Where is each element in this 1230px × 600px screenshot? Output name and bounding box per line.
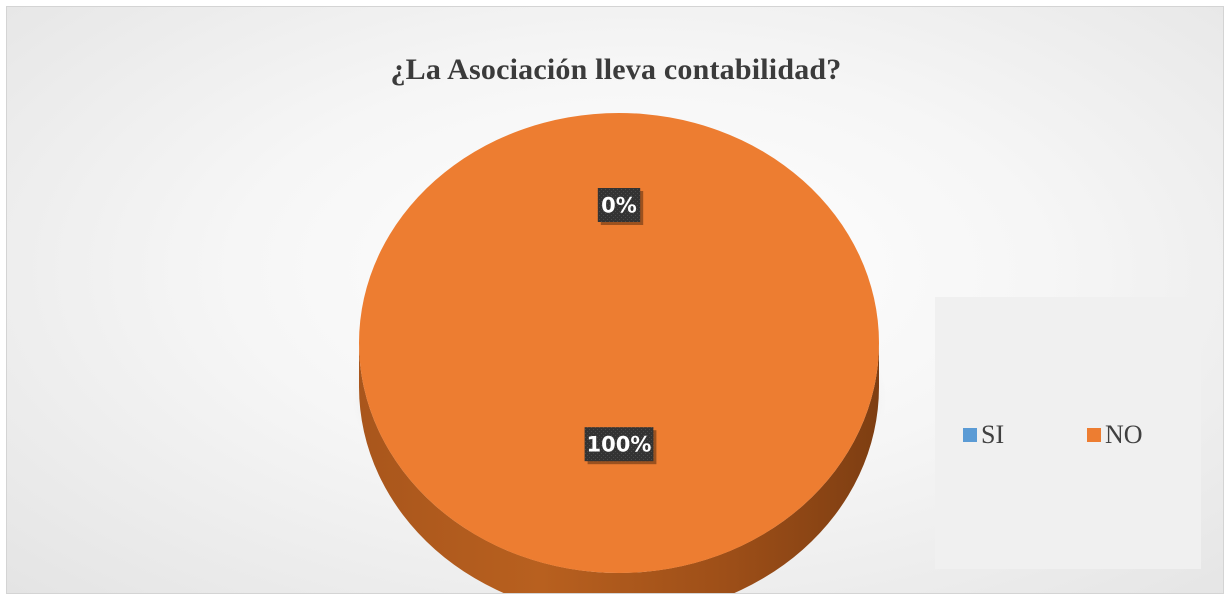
legend-label-no: NO — [1105, 420, 1143, 449]
legend-label-si: SI — [981, 420, 1005, 449]
data-label-no-box — [584, 427, 654, 462]
data-label-si: 0% — [597, 188, 644, 225]
chart-title: ¿La Asociación lleva contabilidad? — [390, 53, 842, 86]
legend-swatch-no — [1087, 428, 1101, 442]
legend-entry-no: NO — [1087, 420, 1143, 450]
legend: SI NO — [935, 297, 1201, 569]
legend-entry-si: SI — [963, 420, 1004, 450]
pie-chart: 0% 100% — [351, 113, 887, 593]
data-label-no-text: 100% — [587, 433, 652, 457]
chart-area: ¿La Asociación lleva contabilidad? 0% 100… — [6, 6, 1224, 594]
data-label-si-text: 0% — [601, 194, 637, 218]
data-label-no: 100% — [584, 427, 657, 465]
legend-swatch-si — [963, 428, 977, 442]
data-label-si-box — [597, 188, 641, 222]
pie-slice-no — [359, 113, 879, 573]
